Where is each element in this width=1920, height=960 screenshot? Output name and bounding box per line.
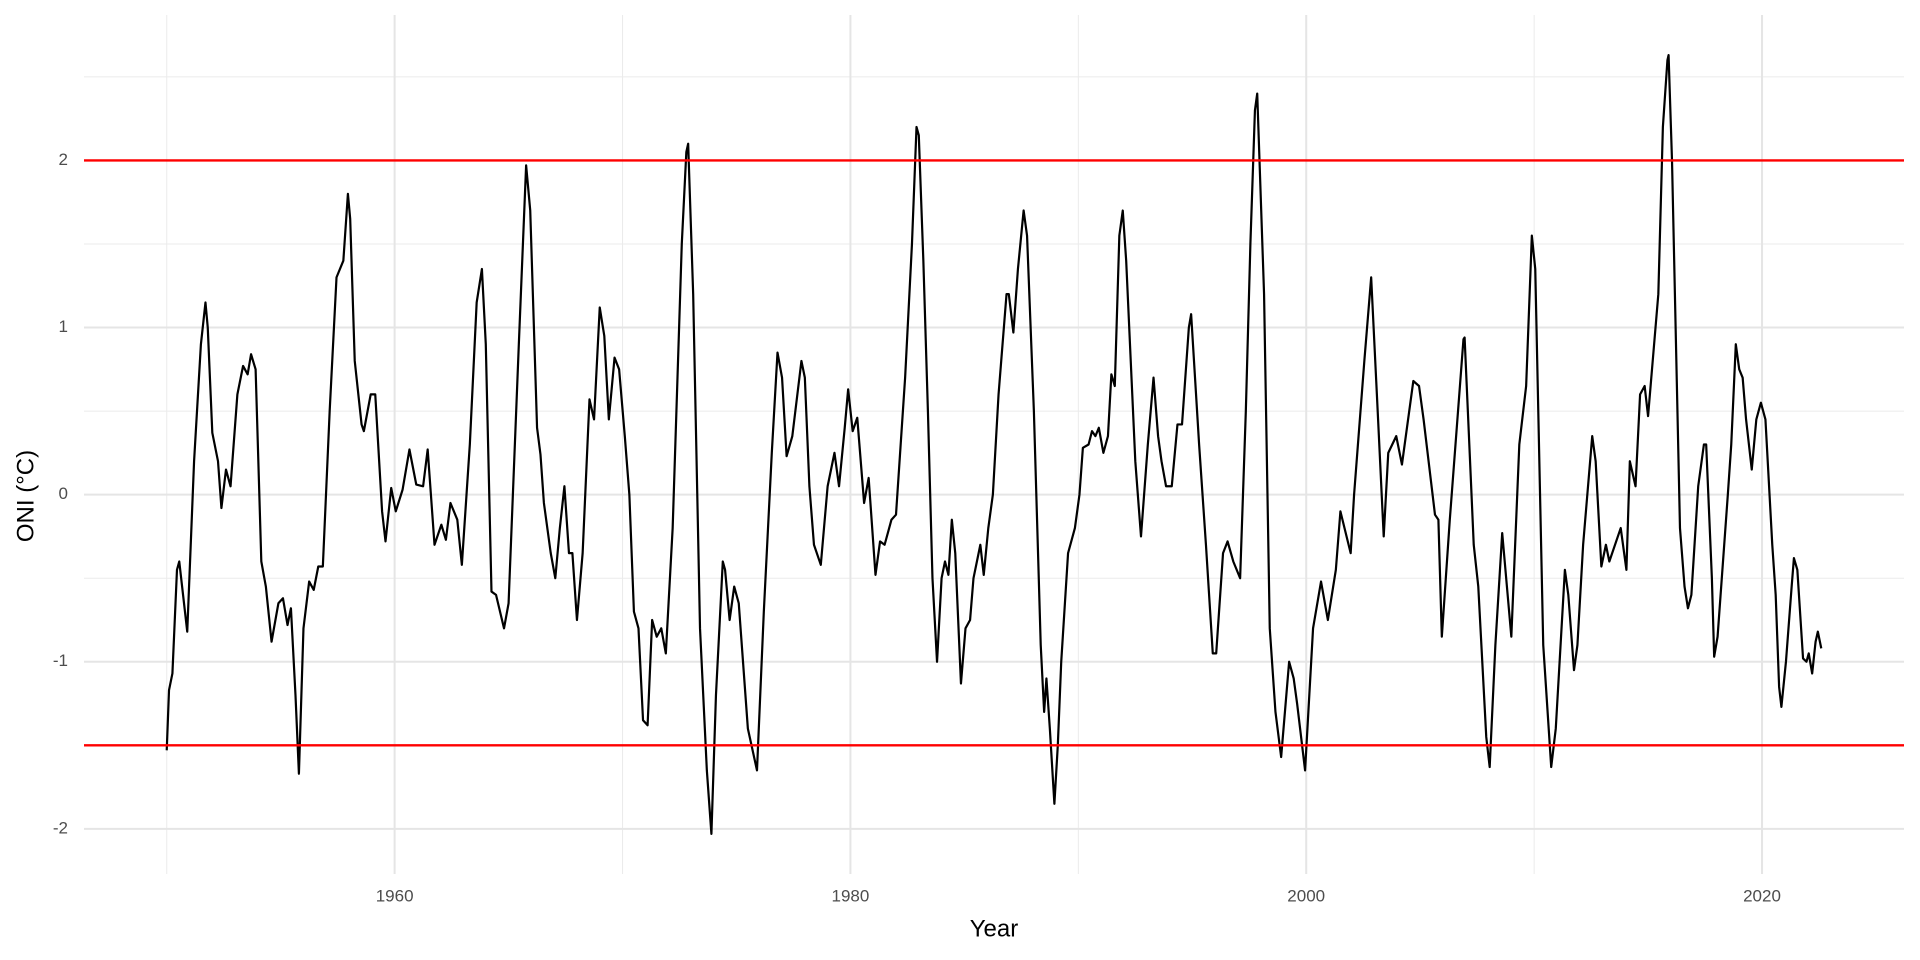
y-axis-title: ONI (°C) [12,450,39,542]
y-tick-label: -2 [53,818,68,837]
data-line [165,54,1823,835]
y-tick-label: 0 [59,484,68,503]
x-axis-title: Year [970,915,1019,942]
x-tick-label: 2000 [1287,886,1325,905]
x-tick-label: 2020 [1743,886,1781,905]
y-tick-label: 1 [59,317,68,336]
x-tick-label: 1960 [376,886,414,905]
x-tick-label: 1980 [832,886,870,905]
y-tick-label: 2 [59,150,68,169]
y-tick-label: -1 [53,651,68,670]
